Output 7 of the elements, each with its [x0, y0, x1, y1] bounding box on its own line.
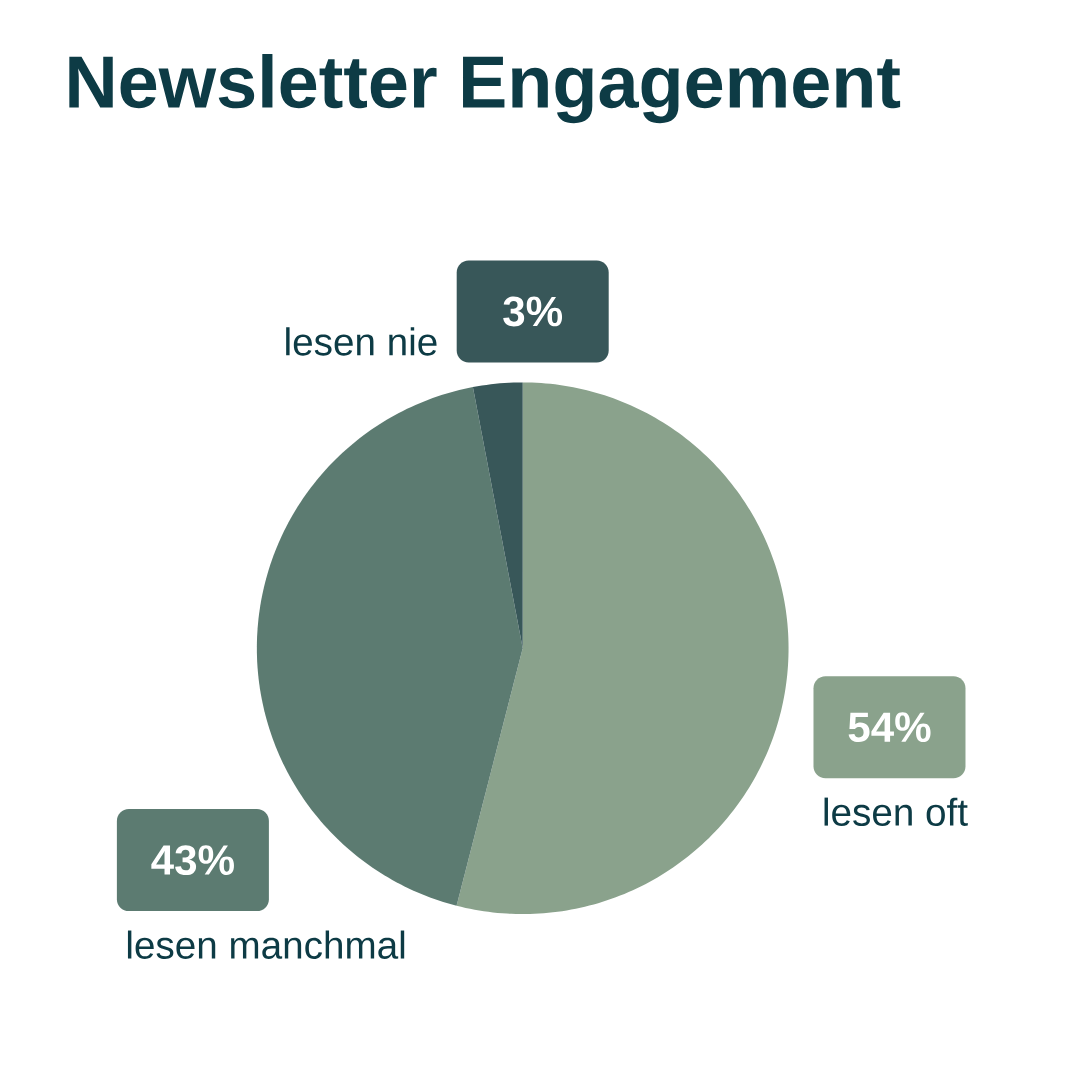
chart-title: Newsletter Engagement	[69, 54, 901, 124]
slice-label: lesen nie	[286, 327, 437, 356]
data-label: 43%	[151, 845, 234, 876]
data-label: 54%	[848, 712, 931, 743]
slice-label: lesen oft	[824, 797, 968, 826]
data-label: 3%	[503, 296, 563, 327]
slice-label: lesen manchmal	[127, 930, 405, 959]
